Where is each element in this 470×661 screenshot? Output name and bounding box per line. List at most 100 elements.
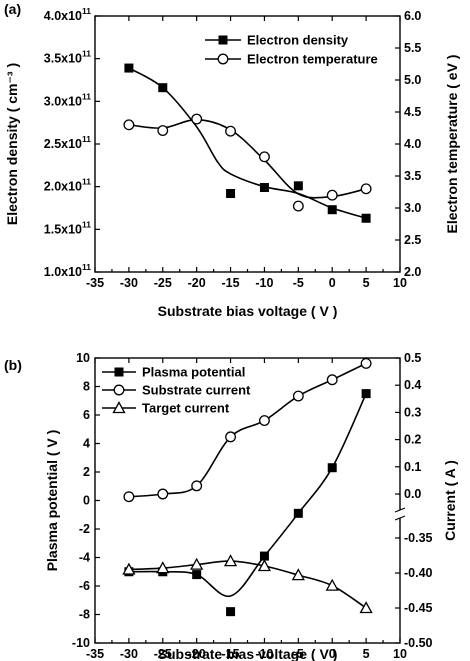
data-point (190, 557, 204, 570)
x-axis-title-b: Substrate bias voltage ( V ) (158, 646, 338, 661)
x-tick-label: -30 (120, 276, 138, 290)
y-left-tick-label: -4 (79, 551, 90, 565)
data-point (122, 562, 136, 575)
y-right-tick-label: 5.0 (404, 73, 421, 87)
y-left-tick-label: 3.5x1011 (44, 49, 91, 66)
x-axis-title-a: Substrate bias voltage ( V ) (158, 303, 338, 319)
data-point (292, 200, 304, 212)
legend-marker (112, 401, 126, 414)
data-point (292, 390, 304, 402)
data-point (226, 188, 236, 198)
x-tick-label: -15 (222, 647, 240, 661)
legend-label: Electron density (247, 33, 349, 48)
y-right-tick-label: 2.0 (404, 265, 421, 279)
y-right-tick-label: 6.0 (404, 9, 421, 23)
data-point (258, 151, 270, 163)
axis-break-mark (394, 507, 406, 513)
data-point (325, 578, 339, 591)
data-point (226, 607, 236, 617)
y-right-tick-label: -0.35 (404, 531, 433, 545)
x-tick-label: -5 (293, 276, 304, 290)
y-right-tick-label: -0.50 (404, 636, 433, 650)
x-tick-label: -35 (86, 276, 104, 290)
x-tick-label: 0 (329, 276, 336, 290)
y-left-tick-label: 6 (83, 408, 90, 422)
y-left-tick-label: -6 (79, 579, 90, 593)
x-tick-label: -25 (154, 647, 172, 661)
x-tick-label: -35 (86, 647, 104, 661)
y-right-tick-label: -0.45 (404, 601, 433, 615)
y-left-tick-label: 4 (83, 437, 90, 451)
data-point (123, 119, 135, 131)
data-point (157, 125, 169, 137)
x-tick-label: -30 (120, 647, 138, 661)
data-point (258, 415, 270, 427)
panel-label-b: (b) (4, 357, 22, 373)
y-left-axis-title-b: Plasma potential ( V ) (44, 430, 60, 572)
y-left-tick-label: -10 (72, 636, 90, 650)
y-right-tick-label: 0.0 (404, 487, 421, 501)
data-point (293, 508, 303, 518)
legend-marker (114, 367, 124, 377)
data-point (293, 181, 303, 191)
axis-break-mark (394, 515, 406, 521)
y-right-tick-label: -0.40 (404, 566, 433, 580)
x-tick-label: 10 (393, 276, 407, 290)
y-right-tick-label: 0.1 (404, 460, 421, 474)
chart-panel-b: (b)-35 -30 -25 -20 -15 -10 -5 0 5 10-10-8-6-4-202… (4, 351, 458, 661)
data-point (259, 183, 269, 193)
y-left-tick-label: -8 (79, 608, 90, 622)
data-point (158, 83, 168, 93)
data-point (327, 205, 337, 215)
x-tick-label: -20 (188, 276, 206, 290)
x-tick-label: -20 (188, 647, 206, 661)
data-point (123, 491, 135, 503)
legend-label: Target current (142, 401, 230, 416)
x-tick-label: 5 (363, 647, 370, 661)
data-point (259, 551, 269, 561)
y-left-tick-label: 3.0x1011 (44, 91, 91, 108)
data-point (257, 559, 272, 572)
x-tick-label: -25 (154, 276, 172, 290)
y-right-tick-label: 3.5 (404, 169, 421, 183)
data-point (361, 389, 371, 399)
axis-break-gap (397, 510, 403, 518)
y-left-tick-label: 2.5x1011 (44, 134, 91, 151)
legend-marker (218, 35, 228, 45)
data-point (157, 488, 169, 500)
chart-panel-a: (a) -35 -30 -25 -20 -15 -10 -5 0 5 10 1.0x1011 1.5x1… (4, 1, 460, 319)
data-point (327, 463, 337, 473)
data-point (225, 431, 237, 443)
x-tick-label: -15 (222, 276, 240, 290)
y-right-tick-label: 4.0 (404, 137, 421, 151)
y-left-tick-label: 1.5x1011 (44, 219, 91, 236)
data-point (225, 125, 237, 137)
y-right-tick-label: 0.3 (404, 405, 421, 419)
y-left-tick-label: 4.0x1011 (44, 6, 91, 23)
y-right-tick-label: 0.4 (404, 378, 421, 392)
data-point (191, 480, 203, 492)
data-point (223, 554, 238, 567)
y-left-tick-label: 0 (83, 494, 90, 508)
x-tick-label: -10 (255, 276, 273, 290)
x-tick-label: 5 (363, 276, 370, 290)
x-tick-label: 10 (393, 647, 407, 661)
y-left-tick-label: 10 (76, 351, 90, 365)
legend-marker (217, 53, 229, 65)
data-point (326, 374, 338, 386)
data-point (291, 568, 305, 581)
y-right-tick-label: 5.5 (404, 41, 421, 55)
x-tick-label: 0 (329, 647, 336, 661)
y-left-tick-label: 2 (83, 465, 90, 479)
series-line-0 (128, 67, 367, 219)
legend-label: Substrate current (142, 383, 251, 398)
y-left-tick-label: 8 (83, 380, 90, 394)
data-point (156, 561, 170, 574)
data-point (361, 213, 371, 223)
y-right-tick-label: 4.5 (404, 105, 421, 119)
panel-label-a: (a) (4, 1, 21, 17)
y-right-tick-label: 3.0 (404, 201, 421, 215)
data-point (326, 189, 338, 201)
legend-marker (113, 384, 125, 396)
